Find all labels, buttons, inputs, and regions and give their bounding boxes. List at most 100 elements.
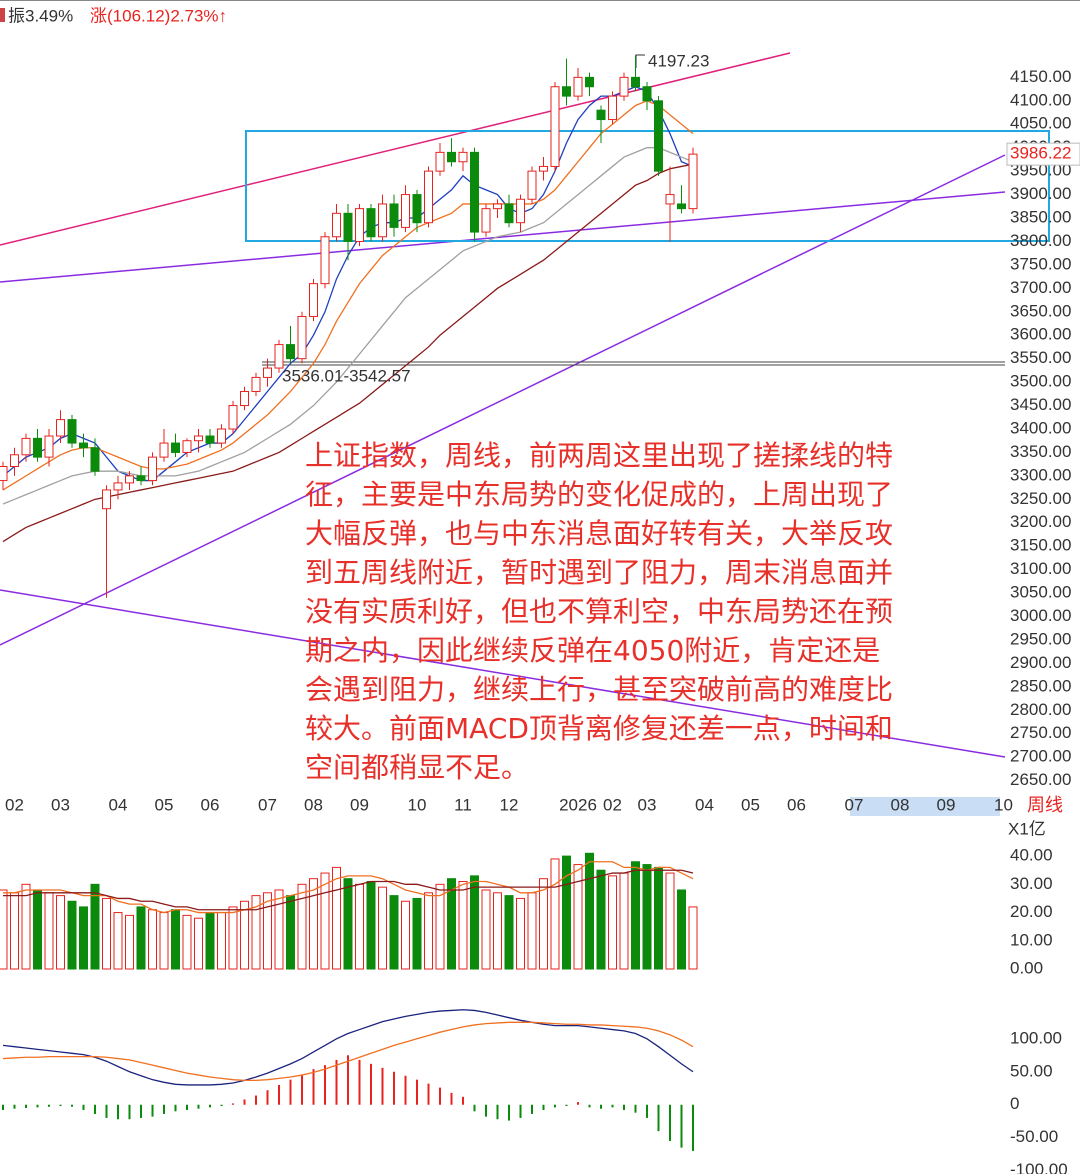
y-tick-label: 3000.00 xyxy=(1010,606,1071,625)
note-line: 到五周线附近，暂时遇到了阻力，周末消息面并 xyxy=(305,556,893,589)
y-tick-label: 3300.00 xyxy=(1010,465,1071,484)
volume-bar xyxy=(309,878,318,970)
note-line: 征，主要是中东局势的变化促成的，上周出现了 xyxy=(305,478,893,511)
highlight xyxy=(850,797,1000,816)
candle-body xyxy=(401,194,410,228)
volume-bar xyxy=(550,858,560,970)
last-price: 3986.22 xyxy=(1010,144,1071,163)
volume-bar xyxy=(585,852,594,970)
volume-bar xyxy=(378,886,387,970)
candle-body xyxy=(493,203,502,210)
x-tick-label: 02 xyxy=(5,795,24,814)
candle-body xyxy=(504,203,514,224)
candle-body xyxy=(332,212,341,238)
volume-bar xyxy=(274,889,284,970)
candle-body xyxy=(424,170,433,224)
candle-body xyxy=(171,442,180,453)
x-tick-label: 09 xyxy=(350,795,369,814)
candle-body xyxy=(67,419,77,444)
note-line: 会遇到阻力，继续上行，甚至突破前高的难度比 xyxy=(305,673,893,706)
x-tick-label: 05 xyxy=(741,795,760,814)
candle-body xyxy=(654,100,663,172)
volume-bar xyxy=(113,912,123,970)
volume-bar xyxy=(504,895,514,970)
volume-bar xyxy=(10,892,19,970)
y-tick-label: 2800.00 xyxy=(1010,700,1071,719)
candle-body xyxy=(274,344,284,369)
y-tick-label: 3350.00 xyxy=(1010,442,1071,461)
candle-body xyxy=(677,203,686,210)
high-marker xyxy=(635,54,645,68)
volume-bar xyxy=(493,892,502,970)
candle-body xyxy=(0,465,8,482)
candle-body xyxy=(573,76,583,97)
x-tick-label: 09 xyxy=(937,795,956,814)
volume-bar xyxy=(320,872,330,970)
volume-bar xyxy=(688,906,698,970)
icon xyxy=(0,8,5,22)
y-tick-label: 3650.00 xyxy=(1010,301,1071,320)
candle-body xyxy=(412,194,422,224)
x-tick-label: 12 xyxy=(500,795,519,814)
candle-body xyxy=(389,203,399,228)
y-tick-label: 30.00 xyxy=(1010,874,1053,893)
volume-bar xyxy=(619,872,629,970)
volume-bar xyxy=(148,909,157,970)
volume-bar xyxy=(631,861,640,970)
note-line: 大幅反弹，也与中东消息面好转有关，大举反攻 xyxy=(305,517,893,550)
x-tick-label: 04 xyxy=(109,795,128,814)
last-price-box xyxy=(1006,142,1080,166)
line xyxy=(2,100,694,491)
trend-line xyxy=(0,191,1006,283)
y-tick-label: 2750.00 xyxy=(1010,723,1071,742)
candle-body xyxy=(447,151,456,163)
note-line: 空间都稍显不足。 xyxy=(305,751,529,784)
y-tick-label: 3900.00 xyxy=(1010,184,1071,203)
line xyxy=(3,861,694,914)
candle-body xyxy=(125,475,134,484)
y-tick-label: 2850.00 xyxy=(1010,676,1071,695)
y-tick-label: 100.00 xyxy=(1010,1028,1062,1047)
x-tick-label: 02 xyxy=(603,795,622,814)
y-tick-label: 3200.00 xyxy=(1010,512,1071,531)
y-tick-label: 4050.00 xyxy=(1010,114,1071,133)
candle-body xyxy=(148,456,157,482)
volume-bar xyxy=(79,906,88,970)
y-tick-label: -50.00 xyxy=(1010,1127,1058,1146)
candle-body xyxy=(102,489,111,510)
high-label: 4197.23 xyxy=(648,51,709,70)
volume-bar xyxy=(516,897,525,970)
candle-body xyxy=(286,344,295,360)
volume-bar xyxy=(159,912,169,970)
candle-body xyxy=(297,315,307,360)
y-tick-label: 3500.00 xyxy=(1010,372,1071,391)
y-tick-label: 3750.00 xyxy=(1010,254,1071,273)
x-tick-label: 06 xyxy=(787,795,806,814)
candle-body xyxy=(56,419,65,437)
note-line: 没有实质利好，但也不算利空，中东局势还在预 xyxy=(305,595,893,628)
y-tick-label: 3550.00 xyxy=(1010,348,1071,367)
volume-bar xyxy=(435,883,445,970)
candle-body xyxy=(159,442,169,458)
line xyxy=(2,86,694,482)
volume-bar xyxy=(343,878,353,970)
volume-bar xyxy=(654,866,663,970)
y-tick-label: 3150.00 xyxy=(1010,536,1071,555)
candle-body xyxy=(550,86,560,167)
y-tick-label: 0.00 xyxy=(1010,958,1043,977)
candle-body xyxy=(79,442,88,449)
candle-body xyxy=(320,236,330,285)
trend-lines xyxy=(0,52,1050,758)
y-tick-label: 3250.00 xyxy=(1010,489,1071,508)
candle-body xyxy=(182,440,192,453)
volume-bar xyxy=(447,878,456,970)
candle-body xyxy=(527,170,537,200)
candle-body xyxy=(194,435,203,442)
volume-bar xyxy=(0,889,8,970)
trend-line xyxy=(0,52,791,246)
volume-bar xyxy=(297,883,307,970)
volume-bar xyxy=(424,892,433,970)
volume-bar xyxy=(677,889,686,970)
candle-body xyxy=(355,208,364,242)
